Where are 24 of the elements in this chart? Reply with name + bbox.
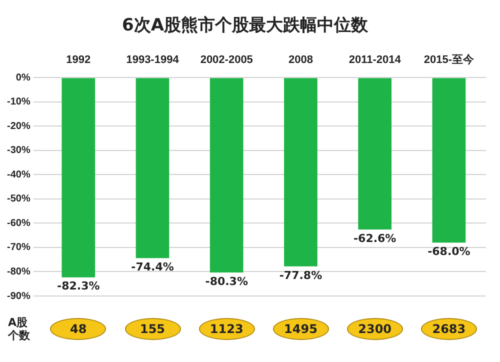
x-tick-label: 2011-2014 — [348, 54, 402, 66]
y-tick-label: -90% — [6, 290, 30, 302]
data-label: -62.6% — [353, 232, 396, 245]
y-tick-label: 0% — [16, 72, 30, 84]
x-tick-label: 1993-1994 — [126, 54, 180, 66]
data-label: -68.0% — [428, 244, 470, 258]
data-label: -80.3% — [205, 274, 248, 288]
x-tick-label: 1992 — [66, 54, 91, 66]
x-tick-label: 2002-2005 — [200, 54, 253, 66]
text: A股个数 — [8, 316, 31, 342]
x-tick-label: 2008 — [288, 54, 313, 66]
y-tick-label: -30% — [6, 145, 30, 156]
x-tick-label: 2015-至今 — [424, 53, 476, 66]
y-tick-label: -80% — [6, 266, 30, 278]
data-label: -82.3% — [57, 280, 100, 293]
y-tick-label: -10% — [6, 96, 30, 108]
y-tick-label: -20% — [6, 120, 30, 132]
y-tick-label: -70% — [6, 242, 30, 254]
y-tick-label: -40% — [6, 169, 30, 180]
data-label: -74.4% — [131, 260, 174, 274]
y-tick-label: -50% — [6, 194, 30, 205]
y-tick-label: -60% — [6, 218, 30, 229]
data-label: -77.8% — [279, 268, 322, 282]
chart-title: 6次A股熊市个股最大跌幅中位数 — [122, 16, 369, 36]
